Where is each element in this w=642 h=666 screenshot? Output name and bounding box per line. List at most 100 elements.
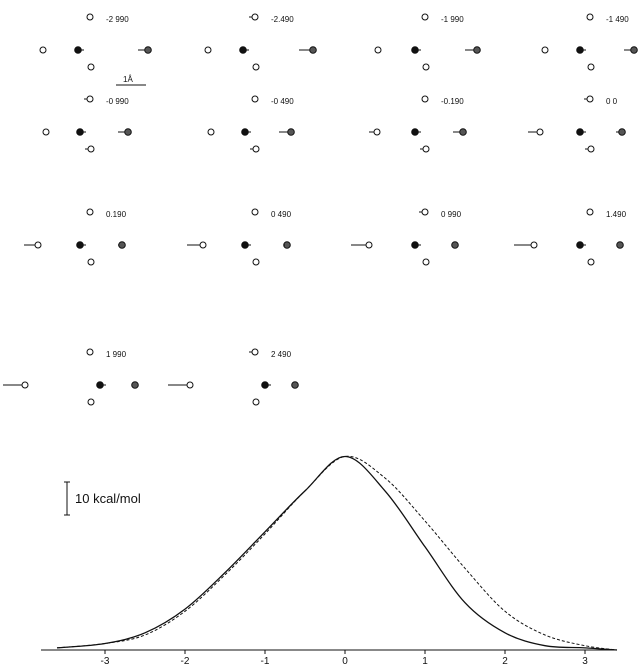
atom-open-bottom bbox=[587, 258, 595, 266]
frame-label: 0 490 bbox=[271, 210, 292, 219]
energy-profile-plot: -3 -2 -1 0 1 2 3 bbox=[41, 455, 618, 666]
frame-label: 1 990 bbox=[106, 350, 127, 359]
atom-open-top bbox=[421, 13, 429, 21]
frame-11: 1.490 bbox=[514, 208, 627, 266]
atom-half-right bbox=[131, 381, 139, 389]
atom-half-right bbox=[118, 241, 126, 249]
atom-open-top bbox=[86, 348, 94, 356]
atom-half-right bbox=[630, 46, 638, 54]
atom-open-bottom bbox=[87, 145, 95, 153]
atom-open-left bbox=[207, 128, 215, 136]
atom-open-left bbox=[39, 46, 47, 54]
atom-half-right bbox=[451, 241, 459, 249]
atom-open-top bbox=[586, 95, 594, 103]
frame-13: 2 490 bbox=[168, 348, 299, 406]
frame-12: 1 990 bbox=[3, 348, 139, 406]
atom-open-top bbox=[586, 13, 594, 21]
frame-5: -0 490 bbox=[207, 95, 295, 153]
x-tick-label: 2 bbox=[502, 656, 508, 666]
length-scale-label: 1Å bbox=[123, 75, 133, 84]
atom-open-bottom bbox=[87, 258, 95, 266]
atom-half-right bbox=[473, 46, 481, 54]
atom-open-bottom bbox=[422, 145, 430, 153]
atom-open-top bbox=[251, 95, 259, 103]
x-tick-label: -1 bbox=[261, 656, 270, 666]
frame-7: 0 0 bbox=[528, 95, 626, 153]
geometry-frames: -2 990 -2.490 -1 990 -1 490 -0 990 -0 490 -0.1… bbox=[3, 13, 638, 406]
atom-open-left bbox=[541, 46, 549, 54]
atom-half-right bbox=[291, 381, 299, 389]
frame-label: 2 490 bbox=[271, 350, 292, 359]
frame-label: 0 990 bbox=[441, 210, 462, 219]
atom-half-right bbox=[283, 241, 291, 249]
atom-open-left bbox=[34, 241, 42, 249]
atom-open-bottom bbox=[422, 258, 430, 266]
frame-10: 0 990 bbox=[351, 208, 462, 266]
atom-open-bottom bbox=[422, 63, 430, 71]
atom-open-top bbox=[421, 95, 429, 103]
frame-label: -1 990 bbox=[441, 15, 464, 24]
curve-dashed bbox=[56, 455, 618, 651]
frame-label: -0 490 bbox=[271, 97, 294, 106]
frame-label: -2.490 bbox=[271, 15, 294, 24]
atom-open-left bbox=[530, 241, 538, 249]
atom-open-left bbox=[373, 128, 381, 136]
atom-open-left bbox=[536, 128, 544, 136]
atom-open-top bbox=[251, 208, 259, 216]
frame-label: 1.490 bbox=[606, 210, 627, 219]
energy-scale-label: 10 kcal/mol bbox=[75, 491, 141, 506]
frame-2: -1 990 bbox=[374, 13, 481, 71]
frame-label: 0.190 bbox=[106, 210, 127, 219]
frame-8: 0.190 bbox=[24, 208, 127, 266]
frame-label: -1 490 bbox=[606, 15, 629, 24]
frame-label: -0.190 bbox=[441, 97, 464, 106]
atom-open-left bbox=[42, 128, 50, 136]
x-tick-label: 1 bbox=[422, 656, 428, 666]
atom-open-top bbox=[86, 13, 94, 21]
x-tick-label: -3 bbox=[101, 656, 110, 666]
x-tick-label: -2 bbox=[181, 656, 190, 666]
atom-open-bottom bbox=[252, 63, 260, 71]
frame-label: -2 990 bbox=[106, 15, 129, 24]
energy-scale-bar: 10 kcal/mol bbox=[64, 481, 141, 516]
atom-open-top bbox=[251, 348, 259, 356]
atom-open-top bbox=[421, 208, 429, 216]
atom-open-bottom bbox=[87, 63, 95, 71]
length-scale-bar: 1Å bbox=[116, 75, 146, 86]
atom-open-left bbox=[365, 241, 373, 249]
curve-solid bbox=[56, 455, 618, 651]
atom-half-right bbox=[144, 46, 152, 54]
atom-open-left bbox=[199, 241, 207, 249]
frame-3: -1 490 bbox=[541, 13, 638, 71]
frame-9: 0 490 bbox=[187, 208, 292, 266]
atom-open-top bbox=[251, 13, 259, 21]
frame-4: -0 990 bbox=[42, 95, 132, 153]
frame-0: -2 990 bbox=[39, 13, 152, 71]
atom-half-right bbox=[618, 128, 626, 136]
frame-1: -2.490 bbox=[204, 13, 317, 71]
atom-open-bottom bbox=[587, 63, 595, 71]
atom-open-top bbox=[86, 208, 94, 216]
x-tick-label: 3 bbox=[582, 656, 588, 666]
atom-open-bottom bbox=[252, 398, 260, 406]
atom-open-bottom bbox=[252, 258, 260, 266]
atom-open-bottom bbox=[587, 145, 595, 153]
atom-half-right bbox=[287, 128, 295, 136]
atom-open-top bbox=[586, 208, 594, 216]
atom-half-right bbox=[459, 128, 467, 136]
atom-open-left bbox=[186, 381, 194, 389]
atom-open-top bbox=[86, 95, 94, 103]
frame-label: -0 990 bbox=[106, 97, 129, 106]
atom-open-left bbox=[204, 46, 212, 54]
x-tick-label: 0 bbox=[342, 656, 348, 666]
atom-half-right bbox=[616, 241, 624, 249]
atom-open-bottom bbox=[87, 398, 95, 406]
frame-label: 0 0 bbox=[606, 97, 618, 106]
atom-half-right bbox=[124, 128, 132, 136]
atom-open-left bbox=[21, 381, 29, 389]
frame-6: -0.190 bbox=[369, 95, 467, 153]
atom-open-left bbox=[374, 46, 382, 54]
atom-half-right bbox=[309, 46, 317, 54]
atom-open-bottom bbox=[252, 145, 260, 153]
